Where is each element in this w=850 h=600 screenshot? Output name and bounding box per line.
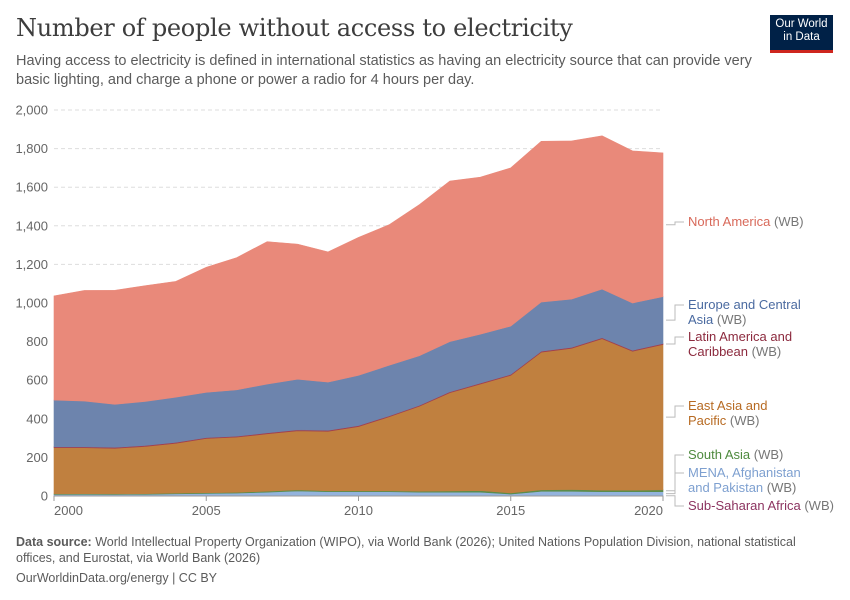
legend-label-sub-saharan-africa: Sub-Saharan Africa (WB) — [688, 498, 834, 513]
legend-label-north-america: North America (WB) — [688, 214, 804, 229]
legend-connector — [666, 336, 684, 345]
x-tick-label: 2015 — [496, 503, 525, 518]
y-tick-label: 1,800 — [15, 141, 48, 156]
x-tick-label: 2020 — [634, 503, 663, 518]
y-tick-label: 1,400 — [15, 218, 48, 233]
x-tick-label: 2000 — [54, 503, 83, 518]
legend-connector — [666, 454, 684, 492]
y-tick-label: 2,000 — [15, 103, 48, 118]
y-tick-label: 600 — [26, 373, 48, 388]
legend-connector — [666, 304, 684, 321]
y-tick-label: 0 — [41, 489, 48, 504]
footer-url[interactable]: OurWorldinData.org/energy | CC BY — [16, 571, 218, 585]
y-tick-label: 1,200 — [15, 257, 48, 272]
area-north-america — [53, 135, 664, 405]
legend-label-south-asia: South Asia (WB) — [688, 447, 783, 462]
x-tick-label: 2010 — [344, 503, 373, 518]
legend-connector — [666, 405, 684, 418]
data-source: Data source: World Intellectual Property… — [16, 534, 826, 566]
y-tick-label: 200 — [26, 450, 48, 465]
owid-logo[interactable]: Our World in Data — [770, 15, 833, 53]
legend-label-east-asia-and-pacific: East Asia and Pacific (WB) — [688, 398, 768, 428]
source-label: Data source: — [16, 535, 92, 549]
legend-label-latin-america-and-caribbean: Latin America and Caribbean (WB) — [688, 329, 792, 359]
source-text: World Intellectual Property Organization… — [16, 535, 796, 565]
y-tick-label: 800 — [26, 334, 48, 349]
chart-title: Number of people without access to elect… — [16, 14, 573, 42]
legend-connector — [666, 495, 684, 507]
legend-label-mena-afghanistan-and-pakistan: MENA, Afghanistan and Pakistan (WB) — [688, 465, 801, 495]
y-tick-label: 400 — [26, 411, 48, 426]
x-tick-label: 2005 — [192, 503, 221, 518]
y-tick-label: 1,000 — [15, 296, 48, 311]
legend-connector — [666, 221, 684, 226]
legend-label-europe-and-central-asia: Europe and Central Asia (WB) — [688, 297, 801, 327]
chart-subtitle: Having access to electricity is defined … — [16, 53, 752, 88]
y-tick-label: 1,600 — [15, 180, 48, 195]
